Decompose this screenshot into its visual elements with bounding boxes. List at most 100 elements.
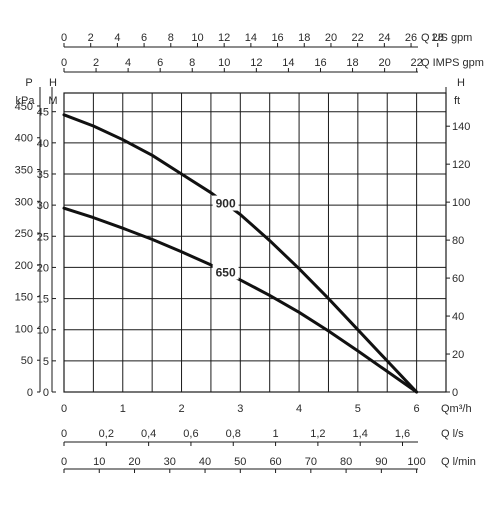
top-axis-tick-label: 26 [405,32,417,44]
axis-header-kpa: kPa [16,95,36,107]
top-axis-tick-label: 12 [218,32,230,44]
tick-label-kpa: 100 [15,323,33,335]
tick-label-m: 0 [43,387,49,399]
bottom-axis-tick-label: 0,8 [226,428,241,440]
bottom-axis-tick-label: 40 [199,456,211,468]
top-axis-tick-label: 8 [189,57,195,69]
series-line-900 [62,113,419,394]
tick-label-m: 30 [37,200,49,212]
top-axis-tick-label: 12 [250,57,262,69]
axis-header-h-left: H [49,77,57,89]
tick-label-ft: 100 [452,197,470,209]
tick-label-m: 15 [37,294,49,306]
tick-label-ft: 140 [452,121,470,133]
bottom-axis-tick-label: 60 [269,456,281,468]
bottom-axis-tick-label: 1,4 [353,428,368,440]
axis-header-h-right: H [457,77,465,89]
series-label-900: 900 [216,197,236,211]
tick-label-ft: 80 [452,235,464,247]
bottom-axis-m3h-tick-label: 4 [296,403,302,415]
bottom-axis-tick-label: 0,4 [141,428,156,440]
bottom-axis-m3h-tick-label: 2 [178,403,184,415]
bottom-axis-tick-label: 0,2 [99,428,114,440]
bottom-axis-unit-label: Q l/min [441,456,476,468]
tick-label-m: 25 [37,231,49,243]
tick-label-kpa: 200 [15,260,33,272]
top-axis-tick-label: 16 [271,32,283,44]
top-axis-tick-label: 0 [61,57,67,69]
top-axis-tick-label: 14 [282,57,294,69]
top-axis-tick-label: 4 [114,32,120,44]
tick-label-ft: 40 [452,311,464,323]
top-axis-unit-label: Q IMPS gpm [421,57,484,69]
bottom-axis-tick-label: 20 [128,456,140,468]
series-label-bg [212,264,239,280]
tick-label-kpa: 300 [15,196,33,208]
tick-label-kpa: 250 [15,228,33,240]
top-axis-tick-label: 28 [432,32,444,44]
bottom-axis-tick-label: 80 [340,456,352,468]
bottom-axis-m3h-unit: Qm³/h [441,403,472,415]
top-axis-tick-label: 16 [314,57,326,69]
top-axis-tick-label: 14 [245,32,257,44]
bottom-axis-m3h-tick-label: 5 [355,403,361,415]
top-axis-tick-label: 24 [378,32,390,44]
axis-header-m: M [48,95,57,107]
top-axis-tick-label: 20 [325,32,337,44]
tick-label-m: 40 [37,138,49,150]
tick-label-ft: 120 [452,159,470,171]
tick-label-kpa: 350 [15,165,33,177]
bottom-axis-tick-label: 10 [93,456,105,468]
top-axis-tick-label: 4 [125,57,131,69]
tick-label-ft: 20 [452,349,464,361]
top-axis-tick-label: 22 [411,57,423,69]
top-axis-tick-label: 20 [378,57,390,69]
series-label-650: 650 [216,265,236,279]
bottom-axis-tick-label: 1,6 [395,428,410,440]
axis-header-p: P [25,77,32,89]
tick-label-m: 10 [37,325,49,337]
series-label-bg [212,195,239,211]
top-axis-tick-label: 18 [346,57,358,69]
tick-label-kpa: 0 [27,387,33,399]
axis-header-ft: ft [454,95,460,107]
top-axis-tick-label: 8 [168,32,174,44]
bottom-axis-m3h-tick-label: 6 [414,403,420,415]
bottom-axis-tick-label: 30 [164,456,176,468]
top-axis-tick-label: 2 [93,57,99,69]
bottom-axis-tick-label: 1 [273,428,279,440]
bottom-axis-tick-label: 100 [407,456,425,468]
bottom-axis-tick-label: 0,6 [183,428,198,440]
bottom-axis-m3h-tick-label: 1 [120,403,126,415]
tick-label-kpa: 50 [21,355,33,367]
tick-label-kpa: 450 [15,101,33,113]
top-axis-tick-label: 0 [61,32,67,44]
top-axis-tick-label: 18 [298,32,310,44]
tick-label-m: 5 [43,356,49,368]
bottom-axis-unit-label: Q l/s [441,428,464,440]
series-line-650 [62,206,419,394]
bottom-axis-tick-label: 0 [61,456,67,468]
tick-label-ft: 60 [452,273,464,285]
bottom-axis-tick-label: 50 [234,456,246,468]
tick-label-m: 20 [37,262,49,274]
top-axis-tick-label: 10 [191,32,203,44]
tick-label-ft: 0 [452,387,458,399]
top-axis-tick-label: 22 [352,32,364,44]
top-axis-tick-label: 2 [88,32,94,44]
top-axis-unit-label: Q US gpm [421,32,472,44]
tick-label-kpa: 150 [15,292,33,304]
top-axis-tick-label: 10 [218,57,230,69]
top-axis-tick-label: 6 [141,32,147,44]
bottom-axis-tick-label: 70 [305,456,317,468]
bottom-axis-tick-label: 0 [61,428,67,440]
tick-label-m: 45 [37,107,49,119]
tick-label-m: 35 [37,169,49,181]
tick-label-kpa: 400 [15,133,33,145]
top-axis-tick-label: 6 [157,57,163,69]
bottom-axis-tick-label: 90 [375,456,387,468]
bottom-axis-m3h-tick-label: 0 [61,403,67,415]
bottom-axis-tick-label: 1,2 [310,428,325,440]
